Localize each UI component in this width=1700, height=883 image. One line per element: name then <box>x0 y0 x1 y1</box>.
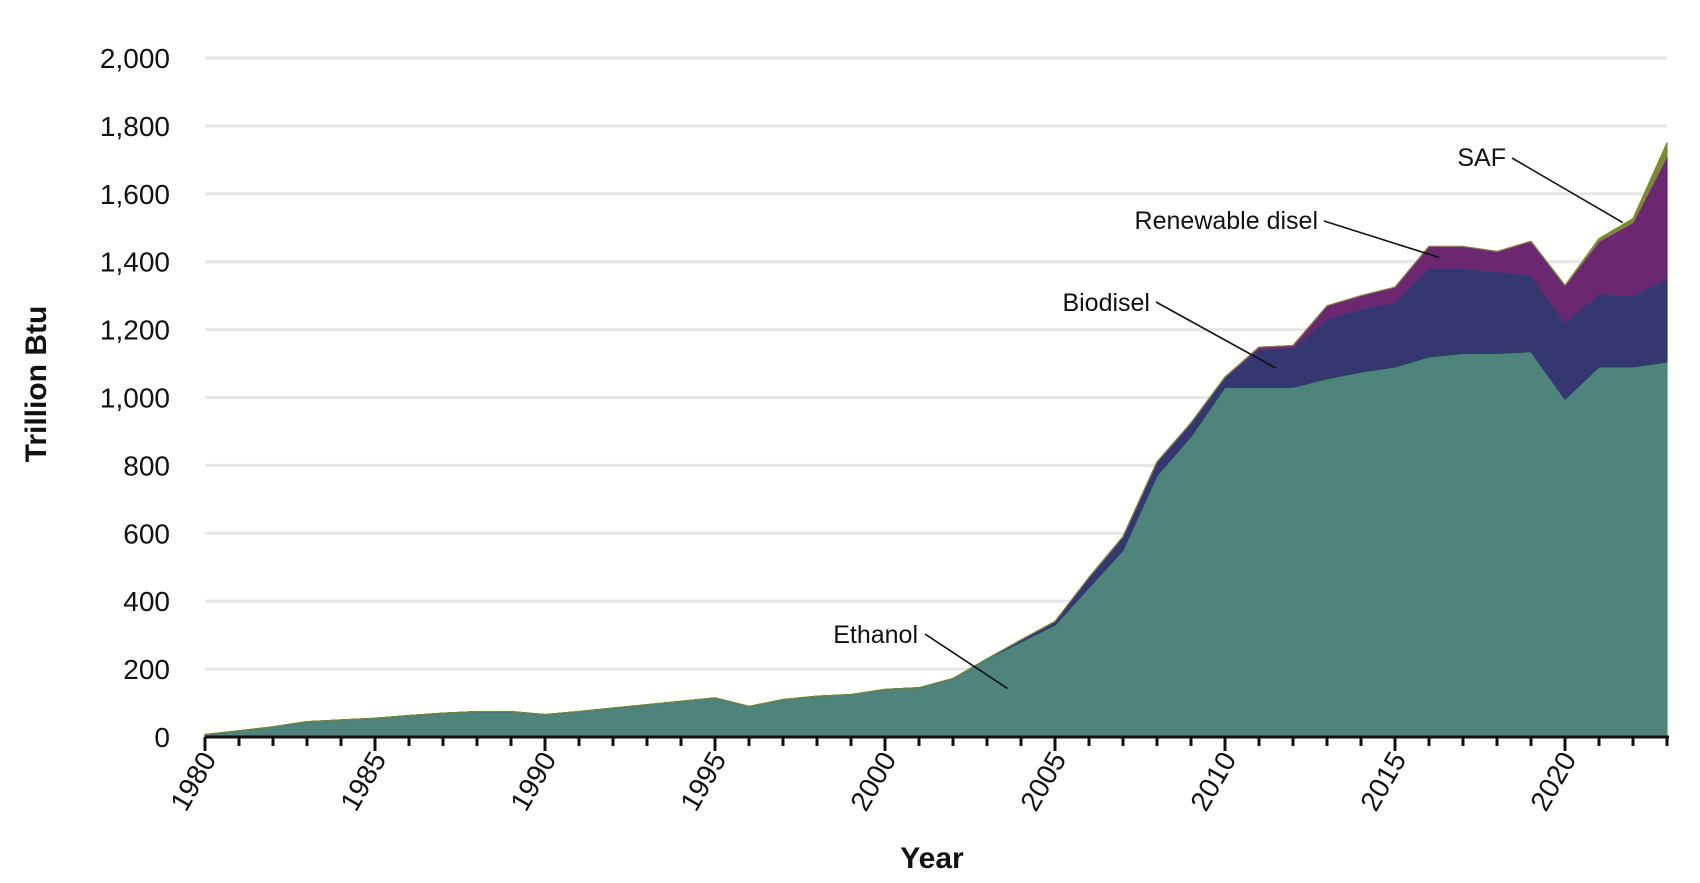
y-tick-label: 1,200 <box>100 315 170 346</box>
annotations: SAF Renewable disel Biodisel Ethanol <box>833 144 1624 690</box>
y-tick-label: 600 <box>123 518 170 549</box>
y-tick-label: 0 <box>154 722 170 753</box>
y-tick-label: 400 <box>123 586 170 617</box>
gridlines <box>205 56 1667 671</box>
annotation-label: SAF <box>1457 144 1506 172</box>
x-tick-label: 1990 <box>504 747 562 816</box>
area-saf <box>204 142 1668 736</box>
series-areas <box>204 142 1668 738</box>
x-tick-label: 2015 <box>1354 747 1412 816</box>
annotation-leader <box>1155 301 1277 369</box>
y-tick-label: 800 <box>123 450 170 481</box>
y-tick-label: 1,800 <box>100 111 170 142</box>
x-tick-label: 2020 <box>1524 747 1582 816</box>
x-tick-label: 1980 <box>164 747 222 816</box>
annotation-label: Biodisel <box>1062 289 1150 317</box>
annotation-leader <box>924 633 1008 690</box>
y-tick-label: 1,600 <box>100 179 170 210</box>
x-axis-title: Year <box>900 842 964 875</box>
y-tick-label: 1,000 <box>100 383 170 414</box>
x-tick-label: 2010 <box>1184 747 1242 816</box>
x-tick-label: 1985 <box>334 747 392 816</box>
x-tick-label: 2005 <box>1014 747 1072 816</box>
annotation-label: Renewable disel <box>1135 207 1318 235</box>
y-tick-label: 200 <box>123 654 170 685</box>
x-tick-label: 1995 <box>674 747 732 816</box>
annotation-label: Ethanol <box>833 621 918 649</box>
area-ethanol <box>204 351 1668 738</box>
y-tick-label: 2,000 <box>100 43 170 74</box>
y-axis-title: Trillion Btu <box>20 306 53 463</box>
y-tick-label: 1,400 <box>100 247 170 278</box>
axes: 0 200 400 600 800 1,000 1,200 1,400 1,600 1,800 2,… <box>100 43 1669 816</box>
annotation-leader <box>1323 220 1440 259</box>
annotation-leader <box>1511 157 1624 224</box>
x-tick-label: 2000 <box>844 747 902 816</box>
